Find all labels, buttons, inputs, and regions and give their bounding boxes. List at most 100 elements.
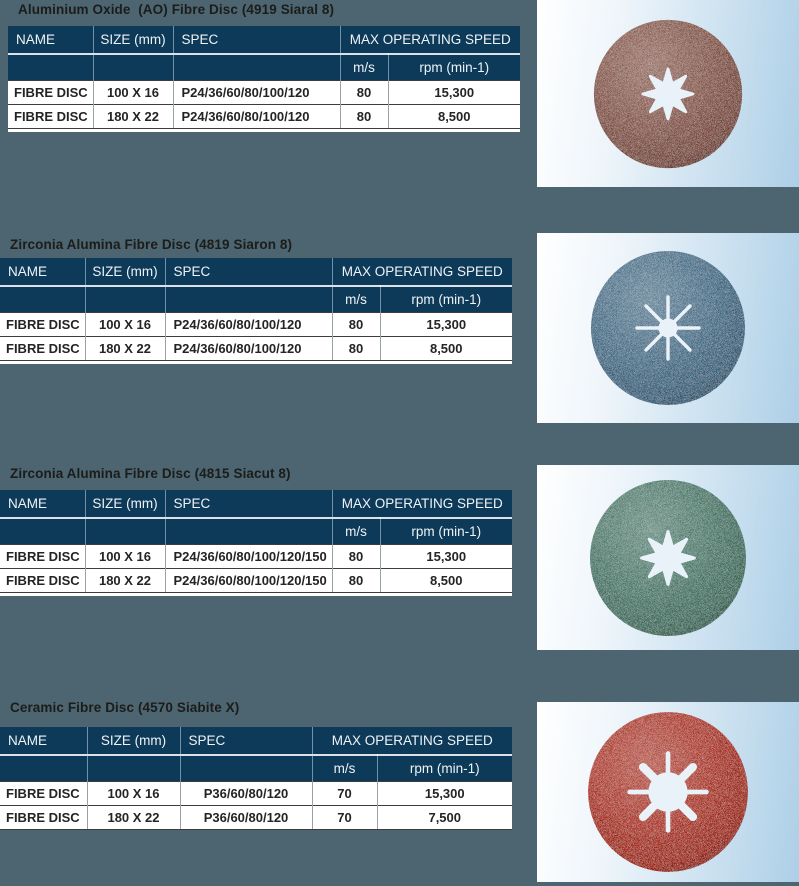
product-image-panel [537,465,799,650]
cell-max-speed-ms: 80 [331,312,380,337]
col-header-max-speed: MAX OPERATING SPEED [331,258,512,287]
cell-max-speed-ms: 80 [339,80,388,105]
cell-name: FIBRE DISC [0,781,87,806]
cell-spec: P24/36/60/80/100/120 [172,104,340,129]
section-title: Zirconia Alumina Fibre Disc (4815 Siacut… [10,466,291,481]
cell-name: FIBRE DISC [0,312,85,337]
table-subheader-row: m/s rpm (min-1) [0,518,512,545]
col-header-spec: SPEC [179,727,312,756]
product-image-panel [537,233,799,423]
table-row: FIBRE DISC 180 X 22 P36/60/80/120 70 7,5… [0,805,512,830]
col-header-rpm: rpm (min-1) [387,54,520,81]
header-spacer-cell [172,54,340,81]
col-header-max-speed: MAX OPERATING SPEED [311,727,512,756]
cell-spec: P24/36/60/80/100/120/150 [164,568,332,593]
table-subheader-row: m/s rpm (min-1) [8,54,520,81]
cell-max-speed-ms: 70 [311,781,377,806]
table-row: FIBRE DISC 100 X 16 P24/36/60/80/100/120… [0,312,512,337]
col-header-rpm: rpm (min-1) [376,755,512,782]
col-header-size: SIZE (mm) [86,727,180,756]
cell-max-speed-rpm: 15,300 [379,312,512,337]
disc-center-hole-star [641,67,695,120]
cell-name: FIBRE DISC [0,805,87,830]
cell-max-speed-rpm: 8,500 [379,568,512,593]
table-row: FIBRE DISC 100 X 16 P36/60/80/120 70 15,… [0,781,512,806]
col-header-size: SIZE (mm) [92,26,173,55]
table-header-row: NAME SIZE (mm) SPEC MAX OPERATING SPEED [0,727,512,756]
cell-spec: P24/36/60/80/100/120 [164,336,332,361]
cell-max-speed-ms: 80 [331,568,380,593]
cell-max-speed-ms: 80 [339,104,388,129]
header-spacer-cell [8,54,93,81]
cell-max-speed-rpm: 15,300 [379,544,512,569]
table-row: FIBRE DISC 180 X 22 P24/36/60/80/100/120… [8,104,520,129]
fibre-disc-image [590,479,746,636]
cell-max-speed-ms: 80 [331,544,380,569]
col-header-rpm: rpm (min-1) [379,286,512,313]
cell-size: 180 X 22 [84,568,165,593]
product-section: Aluminium Oxide (AO) Fibre Disc (4919 Si… [0,0,799,187]
section-title: Aluminium Oxide (AO) Fibre Disc (4919 Si… [18,2,335,17]
col-header-ms: m/s [339,54,388,81]
col-header-name: NAME [0,490,85,519]
cell-spec: P24/36/60/80/100/120 [172,80,340,105]
product-image-panel [537,702,799,882]
spec-table: NAME SIZE (mm) SPEC MAX OPERATING SPEED … [0,490,512,593]
cell-name: FIBRE DISC [0,544,85,569]
table-header-row: NAME SIZE (mm) SPEC MAX OPERATING SPEED [8,26,520,55]
cell-max-speed-rpm: 15,300 [387,80,520,105]
table-header-row: NAME SIZE (mm) SPEC MAX OPERATING SPEED [0,258,512,287]
col-header-size: SIZE (mm) [84,490,165,519]
header-spacer-cell [0,755,87,782]
fibre-disc-image [588,712,748,872]
fibre-disc-image [591,251,745,405]
table-subheader-row: m/s rpm (min-1) [0,755,512,782]
table-subheader-row: m/s rpm (min-1) [0,286,512,313]
col-header-spec: SPEC [164,258,332,287]
col-header-name: NAME [8,26,93,55]
cell-spec: P36/60/80/120 [179,781,312,806]
col-header-max-speed: MAX OPERATING SPEED [331,490,512,519]
cell-spec: P24/36/60/80/100/120 [164,312,332,337]
table-row: FIBRE DISC 180 X 22 P24/36/60/80/100/120… [0,336,512,361]
header-spacer-cell [0,286,85,313]
cell-spec: P36/60/80/120 [179,805,312,830]
header-spacer-cell [84,518,165,545]
col-header-max-speed: MAX OPERATING SPEED [339,26,520,55]
table-row: FIBRE DISC 180 X 22 P24/36/60/80/100/120… [0,568,512,593]
header-spacer-cell [92,54,173,81]
spec-table: NAME SIZE (mm) SPEC MAX OPERATING SPEED … [0,258,512,361]
cell-size: 180 X 22 [84,336,165,361]
product-section: Zirconia Alumina Fibre Disc (4815 Siacut… [0,465,799,650]
col-header-ms: m/s [331,286,380,313]
col-header-name: NAME [0,258,85,287]
product-image-panel [537,0,799,187]
cell-max-speed-rpm: 8,500 [379,336,512,361]
cell-max-speed-ms: 80 [331,336,380,361]
cell-name: FIBRE DISC [0,568,85,593]
cell-name: FIBRE DISC [0,336,85,361]
cell-spec: P24/36/60/80/100/120/150 [164,544,332,569]
header-spacer-cell [84,286,165,313]
cell-max-speed-rpm: 15,300 [376,781,512,806]
cell-name: FIBRE DISC [8,104,93,129]
disc-center-hole-spokes [635,295,701,361]
header-spacer-cell [179,755,312,782]
col-header-size: SIZE (mm) [84,258,165,287]
table-row: FIBRE DISC 100 X 16 P24/36/60/80/100/120… [0,544,512,569]
header-spacer-cell [0,518,85,545]
cell-size: 100 X 16 [92,80,173,105]
cell-max-speed-ms: 70 [311,805,377,830]
product-section: Zirconia Alumina Fibre Disc (4819 Siaron… [0,233,799,423]
section-title: Ceramic Fibre Disc (4570 Siabite X) [10,700,240,715]
cell-size: 100 X 16 [86,781,180,806]
disc-center-hole-sun [627,751,709,833]
table-header-row: NAME SIZE (mm) SPEC MAX OPERATING SPEED [0,490,512,519]
cell-name: FIBRE DISC [8,80,93,105]
spec-table: NAME SIZE (mm) SPEC MAX OPERATING SPEED … [8,26,520,129]
cell-size: 180 X 22 [92,104,173,129]
header-spacer-cell [164,518,332,545]
header-spacer-cell [86,755,180,782]
cell-size: 100 X 16 [84,312,165,337]
